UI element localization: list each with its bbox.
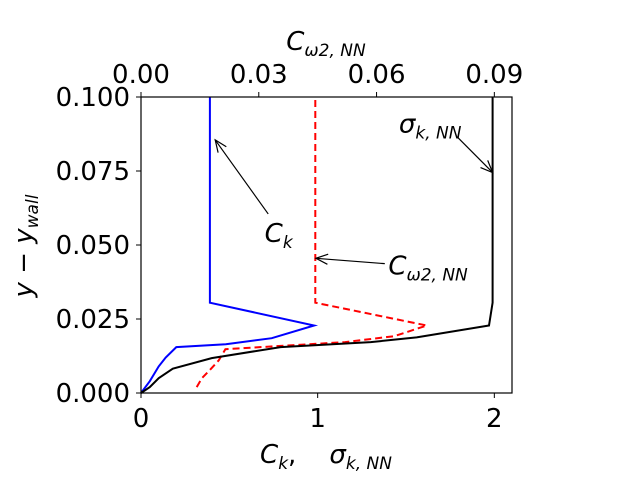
x-top-tick-label: 0.00 <box>112 60 170 90</box>
plot-lines <box>140 97 494 394</box>
x-top-tick-label: 0.03 <box>230 60 288 90</box>
y-tick-label: 0.050 <box>56 231 130 261</box>
series-line-comega <box>195 97 431 388</box>
series-line-ck <box>140 97 319 394</box>
annotation-arrow-comega <box>315 257 385 265</box>
annotation-arrowhead-comega <box>314 253 329 265</box>
y-axis-label: y − ywall​ <box>9 194 43 298</box>
annotation-label-comega: Cω2, NN​ <box>388 252 468 286</box>
x-top-axis-label: Cω2, NN​ <box>286 27 366 61</box>
x-top-tick-label: 0.09 <box>465 60 523 90</box>
annotation-arrowhead-sigma <box>480 160 494 174</box>
x-bottom-tick-label: 2 <box>486 404 503 434</box>
y-tick-label: 0.025 <box>56 305 130 335</box>
annotation-label-sigma: σk, NN​ <box>399 110 462 144</box>
y-tick-label: 0.000 <box>56 379 130 409</box>
series-line-sigma <box>140 97 494 394</box>
annotation-arrowhead-ck <box>214 138 227 153</box>
x-top-tick-label: 0.06 <box>348 60 406 90</box>
annotations: Ck​ Cω2, NN​ σk, NN​ <box>214 110 494 286</box>
x-bottom-tick-label: 0 <box>133 404 150 434</box>
annotation-arrow-sigma <box>456 136 493 173</box>
x-bottom-tick-label: 1 <box>309 404 326 434</box>
x-bottom-axis-label: Ck​, σk, NN​ <box>260 440 392 474</box>
annotation-label-ck: Ck​ <box>265 219 294 253</box>
y-tick-label: 0.075 <box>56 157 130 187</box>
y-tick-label: 0.100 <box>56 83 130 113</box>
annotation-arrow-ck <box>214 139 269 215</box>
ticks: 0 1 2 0.00 0.03 0.06 0.09 0.000 0.025 0.050 0.075 0… <box>56 60 524 434</box>
